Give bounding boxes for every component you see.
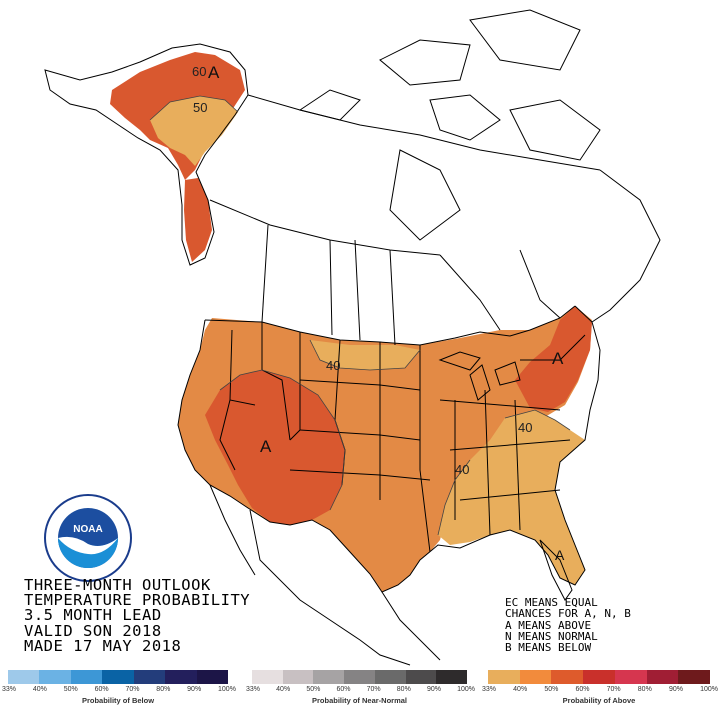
colorbar-tick-label: 50% xyxy=(63,686,78,693)
category-key: EC MEANS EQUAL CHANCES FOR A, N, B A MEA… xyxy=(505,596,631,655)
colorbar-swatch xyxy=(133,670,166,684)
colorbar-tick-label: 80% xyxy=(637,686,652,693)
colorbar-tick-label: 90% xyxy=(668,686,683,693)
colorbar-swatch xyxy=(614,670,647,684)
colorbar-tick-label: 33% xyxy=(2,686,17,693)
colorbar-tick-label: 33% xyxy=(482,686,497,693)
colorbar-tick-label: 70% xyxy=(125,686,140,693)
colorbar-tick-label: 100% xyxy=(218,686,236,693)
colorbar-swatch xyxy=(165,670,197,684)
marker-above-alaska: A xyxy=(208,63,220,82)
colorbar-swatch xyxy=(488,670,520,684)
alaska-panhandle-region xyxy=(184,178,212,262)
colorbar-near-normal xyxy=(252,670,468,684)
colorbar-swatch xyxy=(583,670,615,684)
colorbar-above xyxy=(488,670,711,684)
colorbar-tick-label: 50% xyxy=(306,686,321,693)
colorbar-swatch xyxy=(344,670,375,684)
colorbar-swatch xyxy=(313,670,345,684)
noaa-logo-text: NOAA xyxy=(73,524,102,535)
alaska-above-40-50-region xyxy=(150,96,238,166)
colorbar-swatch xyxy=(252,670,283,684)
title-line: TEMPERATURE PROBABILITY xyxy=(24,591,251,610)
key-line: CHANCES FOR A, N, B xyxy=(505,607,631,621)
colorbar-tick-label: 100% xyxy=(457,686,475,693)
colorbar-tick-label: 90% xyxy=(426,686,441,693)
colorbar-tick-label: 80% xyxy=(156,686,171,693)
colorbar-swatch xyxy=(436,670,468,684)
title-line: VALID SON 2018 xyxy=(24,621,162,640)
colorbar-swatch xyxy=(405,670,437,684)
contour-label-40-plains: 40 xyxy=(326,358,340,373)
contour-label-60: 60 xyxy=(192,64,206,79)
title-line: 3.5 MONTH LEAD xyxy=(24,606,162,625)
marker-above-northeast: A xyxy=(552,349,564,368)
title-line: MADE 17 MAY 2018 xyxy=(24,636,182,655)
contour-lines xyxy=(149,95,571,536)
colorbar-label: Probability of Above xyxy=(562,696,636,705)
colorbar-ticks: 33% 40% 50% 60% 70% 80% 90% 100% xyxy=(482,686,718,693)
colorbar-swatch xyxy=(70,670,103,684)
colorbar-swatch xyxy=(8,670,40,684)
noaa-logo: NOAA xyxy=(44,494,132,582)
colorbar-ticks: 33% 40% 50% 60% 70% 80% 90% 100% xyxy=(246,686,475,693)
boundary-lines xyxy=(44,9,661,666)
colorbar-tick-label: 40% xyxy=(276,686,291,693)
key-line: B MEANS BELOW xyxy=(505,641,592,655)
southwest-above-50-60-region xyxy=(205,370,345,525)
colorbar-swatch xyxy=(196,670,228,684)
colorbar-label: Probability of Near-Normal xyxy=(311,696,408,705)
colorbar-tick-label: 40% xyxy=(32,686,47,693)
key-line: EC MEANS EQUAL xyxy=(505,596,598,609)
colorbar-label: Probability of Below xyxy=(81,696,155,705)
northeast-above-50-60-region xyxy=(515,306,592,412)
colorbar-below xyxy=(8,670,228,684)
contour-label-40-east: 40 xyxy=(518,420,532,435)
colorbar-tick-label: 50% xyxy=(544,686,559,693)
colorbar-ticks: 33% 40% 50% 60% 70% 80% 90% 100% xyxy=(2,686,236,693)
contour-label-50: 50 xyxy=(193,100,207,115)
colorbar-swatch xyxy=(678,670,711,684)
colorbar-tick-label: 70% xyxy=(606,686,621,693)
colorbar-swatch xyxy=(374,670,406,684)
colorbar-tick-label: 80% xyxy=(396,686,411,693)
colorbar-swatch xyxy=(646,670,679,684)
colorbar-tick-label: 60% xyxy=(575,686,590,693)
colorbar-swatch xyxy=(519,670,552,684)
key-line: A MEANS ABOVE xyxy=(505,618,592,632)
northern-plains-above-33-40-region xyxy=(310,340,420,370)
colorbar-tick-label: 40% xyxy=(513,686,528,693)
colorbar-tick-label: 60% xyxy=(336,686,351,693)
southeast-above-33-40-region xyxy=(438,410,585,585)
title-line: THREE-MONTH OUTLOOK xyxy=(24,576,211,594)
colorbar-swatch xyxy=(102,670,134,684)
colorbar-swatch xyxy=(282,670,314,684)
contour-label-40-south: 40 xyxy=(455,462,469,477)
colorbar-tick-label: 70% xyxy=(366,686,381,693)
marker-above-florida: A xyxy=(555,547,565,563)
colorbar-tick-label: 60% xyxy=(94,686,109,693)
outlook-title-block: THREE-MONTH OUTLOOK TEMPERATURE PROBABIL… xyxy=(24,576,251,655)
marker-above-southwest: A xyxy=(260,437,272,456)
colorbar-swatch xyxy=(39,670,71,684)
colorbar-tick-label: 90% xyxy=(187,686,202,693)
colorbar-swatch xyxy=(551,670,584,684)
key-line: N MEANS NORMAL xyxy=(505,629,598,643)
colorbar-tick-label: 33% xyxy=(246,686,261,693)
colorbar-tick-label: 100% xyxy=(700,686,718,693)
